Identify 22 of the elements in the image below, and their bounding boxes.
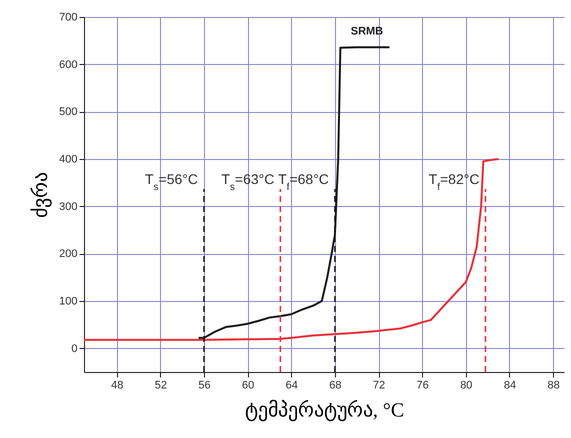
y-tick-label: 700 (59, 12, 78, 24)
x-tick-label: 88 (547, 380, 560, 392)
y-tick-label: 400 (59, 154, 78, 166)
x-tick-label: 76 (416, 380, 429, 392)
x-axis-title: ტემპერატურა, °C (244, 400, 404, 422)
x-tick-label: 68 (329, 380, 342, 392)
x-tick-label: 52 (154, 380, 167, 392)
series-label: SRMB (350, 25, 384, 38)
x-tick-label: 72 (372, 380, 386, 392)
x-tick-label: 84 (504, 380, 516, 392)
x-tick-label: 56 (198, 380, 211, 392)
x-tick-label: 60 (242, 380, 254, 392)
y-tick-label: 500 (59, 106, 78, 118)
y-tick-label: 300 (59, 200, 78, 213)
x-tick-label: 64 (286, 380, 298, 392)
y-axis-title: ძვრა (30, 172, 52, 218)
x-tick-label: 80 (460, 380, 472, 392)
y-tick-label: 100 (59, 296, 78, 308)
y-tick-label: 200 (59, 248, 78, 260)
y-tick-label: 600 (59, 58, 78, 71)
y-tick-label: 0 (71, 342, 78, 355)
x-tick-label: 48 (111, 380, 124, 392)
